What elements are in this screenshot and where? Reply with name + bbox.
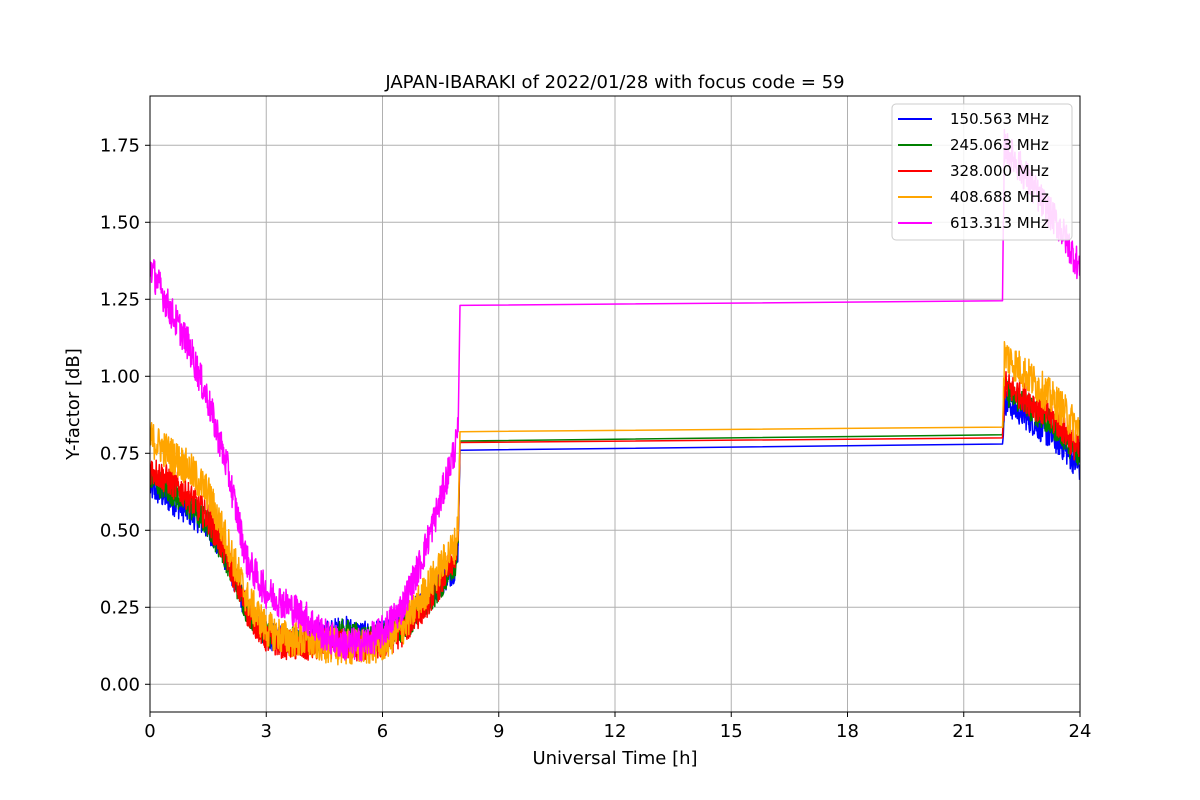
- x-axis: 0 3 6 9 12 15 18 21 24: [144, 712, 1091, 742]
- legend-box: [891, 103, 1073, 241]
- x-tick-label: 18: [836, 721, 859, 742]
- y-axis: 0.00 0.25 0.50 0.75 1.00 1.25 1.50 1.75: [100, 135, 150, 695]
- y-tick-label: 1.25: [100, 289, 140, 310]
- x-tick-label: 24: [1069, 721, 1092, 742]
- legend-entry: 245.063 MHz: [950, 136, 1049, 154]
- x-axis-label: Universal Time [h]: [532, 748, 697, 769]
- chart-title: JAPAN-IBARAKI of 2022/01/28 with focus c…: [384, 72, 844, 93]
- x-tick-label: 12: [604, 721, 627, 742]
- y-tick-label: 0.00: [100, 674, 140, 695]
- series-layer: [150, 128, 1080, 666]
- legend-entry: 328.000 MHz: [950, 162, 1049, 180]
- x-tick-label: 15: [720, 721, 743, 742]
- y-tick-label: 0.25: [100, 597, 140, 618]
- y-tick-label: 1.75: [100, 135, 140, 156]
- legend-entry: 408.688 MHz: [950, 188, 1049, 206]
- y-axis-label: Y-factor [dB]: [63, 348, 84, 461]
- y-tick-label: 1.50: [100, 212, 140, 233]
- y-tick-label: 0.50: [100, 520, 140, 541]
- legend: 150.563 MHz 245.063 MHz 328.000 MHz 408.688…: [891, 103, 1073, 241]
- y-tick-label: 1.00: [100, 366, 140, 387]
- x-tick-label: 9: [493, 721, 504, 742]
- legend-entry: 150.563 MHz: [950, 110, 1049, 128]
- x-tick-label: 0: [144, 721, 155, 742]
- x-tick-label: 3: [261, 721, 272, 742]
- y-tick-label: 0.75: [100, 443, 140, 464]
- legend-entry: 613.313 MHz: [950, 214, 1049, 232]
- x-tick-label: 21: [952, 721, 975, 742]
- x-tick-label: 6: [377, 721, 388, 742]
